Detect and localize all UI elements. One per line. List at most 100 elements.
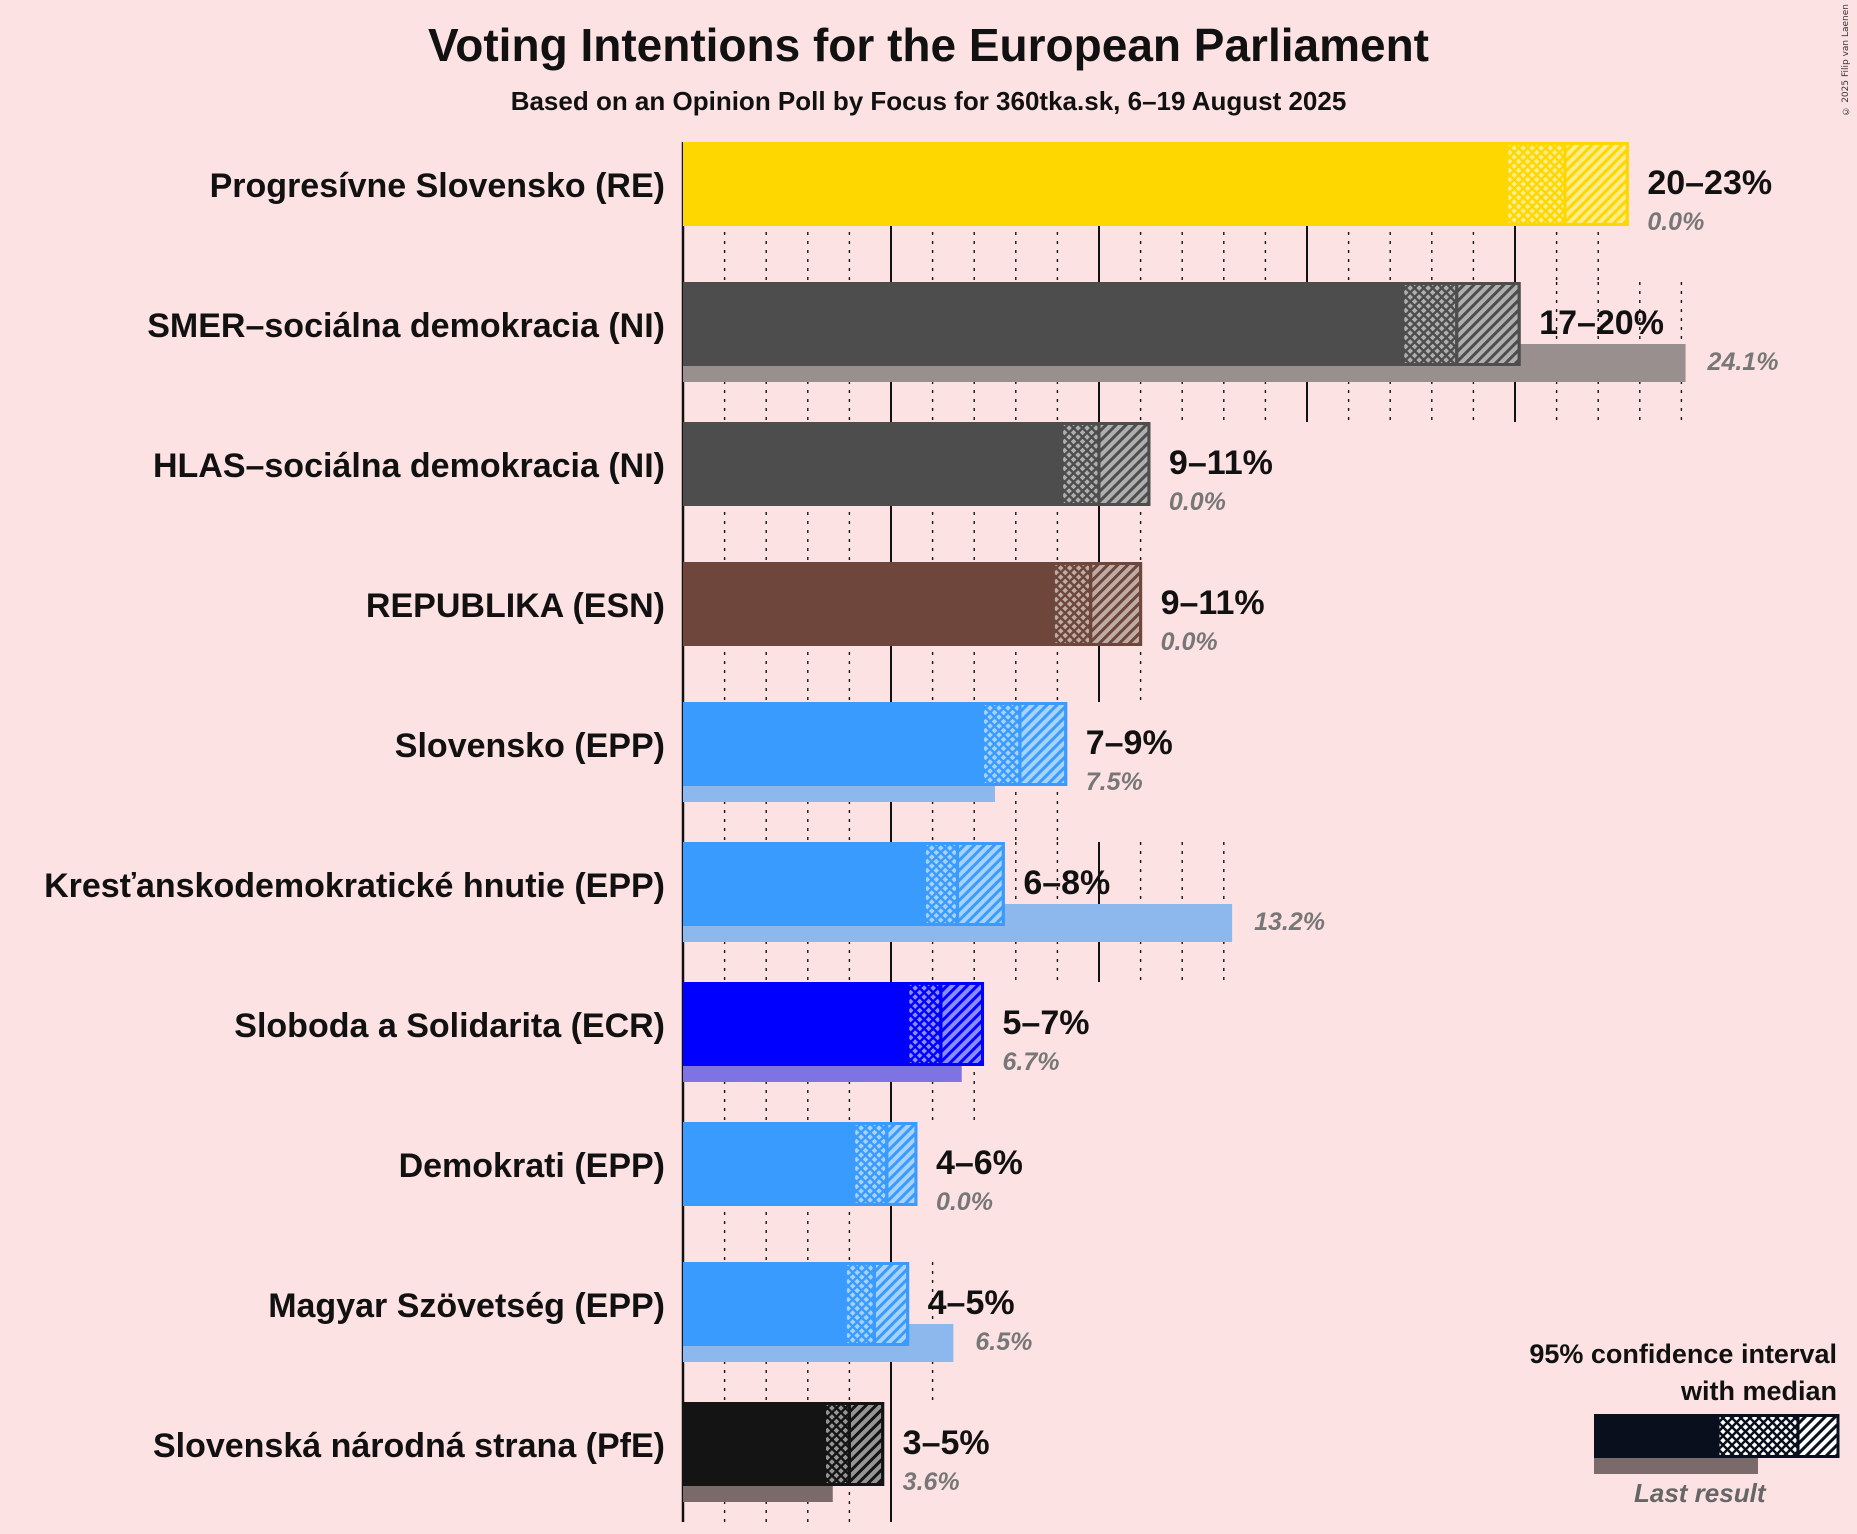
hatch-line bbox=[1754, 1414, 1798, 1458]
hatch-line bbox=[845, 1290, 875, 1323]
hatch-line bbox=[1402, 337, 1431, 366]
hatch-line bbox=[1798, 1414, 1810, 1427]
party-row bbox=[683, 422, 1151, 506]
hatch-line bbox=[874, 1276, 908, 1315]
hatch-line bbox=[858, 1122, 887, 1151]
legend-title-line2: with median bbox=[1680, 1376, 1837, 1406]
hatch-line bbox=[982, 702, 1002, 722]
legend-layer bbox=[1594, 1414, 1840, 1474]
party-row bbox=[683, 562, 1143, 646]
hatch-line bbox=[924, 843, 958, 880]
hatch-line bbox=[1506, 143, 1565, 205]
hatch-line bbox=[1547, 208, 1565, 226]
hatch-line bbox=[921, 982, 941, 1002]
hatch-line bbox=[1095, 599, 1141, 646]
party-row bbox=[683, 142, 1629, 226]
hatch-line bbox=[1090, 562, 1141, 615]
hatch-line bbox=[1402, 301, 1457, 359]
hatch-line bbox=[982, 766, 1002, 786]
ci-diagonal-hatch bbox=[1456, 282, 1520, 366]
hatch-line bbox=[824, 1403, 850, 1432]
hatch-line bbox=[853, 1150, 887, 1187]
hatch-line bbox=[907, 1001, 941, 1038]
hatch-line bbox=[845, 1267, 875, 1300]
hatch-line bbox=[987, 752, 1020, 786]
estimate-bar bbox=[683, 982, 908, 1066]
estimate-bar bbox=[683, 142, 1507, 226]
hatch-line bbox=[940, 982, 982, 1025]
hatch-line bbox=[858, 1177, 887, 1206]
hatch-line bbox=[1067, 621, 1091, 646]
hatch-line bbox=[1090, 589, 1141, 645]
last-result-label: 3.6% bbox=[903, 1468, 960, 1496]
hatch-line bbox=[1061, 423, 1100, 465]
hatch-line bbox=[1053, 617, 1082, 646]
hatch-line bbox=[1402, 319, 1449, 366]
hatch-line bbox=[1058, 612, 1091, 646]
hatch-line bbox=[1718, 1414, 1764, 1458]
hatch-line bbox=[874, 1296, 908, 1335]
ci-lower-half bbox=[1401, 282, 1459, 366]
hatch-line bbox=[924, 842, 953, 871]
hatch-line bbox=[824, 1457, 850, 1486]
labels-layer: Progresívne Slovensko (RE) 20–23% 0.0% SMER… bbox=[44, 164, 1778, 1496]
hatch-line bbox=[1569, 167, 1628, 226]
hatch-line bbox=[824, 1412, 850, 1441]
hatch-line bbox=[907, 983, 941, 1020]
hatch-line bbox=[955, 1038, 983, 1066]
estimate-bar bbox=[683, 702, 983, 786]
hatch-line bbox=[1538, 142, 1565, 169]
hatch-line bbox=[1402, 282, 1431, 311]
hatch-line bbox=[1402, 292, 1457, 350]
hatch-line bbox=[1066, 472, 1100, 506]
hatch-line bbox=[1053, 563, 1091, 605]
range-label: 7–9% bbox=[1086, 724, 1173, 762]
last-result-label: 0.0% bbox=[1647, 208, 1704, 236]
party-name-label: Sloboda a Solidarita (ECR) bbox=[234, 1007, 665, 1045]
hatch-line bbox=[924, 861, 958, 898]
hatch-line bbox=[886, 1122, 908, 1145]
hatch-line bbox=[1024, 744, 1066, 786]
hatch-line bbox=[1416, 325, 1457, 366]
hatch-line bbox=[1506, 142, 1526, 162]
hatch-line bbox=[829, 1465, 850, 1486]
hatch-line bbox=[1538, 199, 1565, 226]
hatch-line bbox=[1402, 282, 1440, 320]
hatch-line bbox=[849, 1406, 883, 1445]
hatch-line bbox=[1123, 479, 1149, 506]
hatch-line bbox=[1075, 481, 1100, 506]
hatch-line bbox=[924, 843, 958, 880]
hatch-line bbox=[1456, 282, 1488, 315]
hatch-line bbox=[1461, 307, 1520, 366]
hatch-line bbox=[886, 1150, 916, 1185]
range-label: 3–5% bbox=[903, 1424, 990, 1462]
hatch-line bbox=[1053, 626, 1073, 646]
hatch-line bbox=[853, 1177, 882, 1206]
hatch-line bbox=[1061, 463, 1100, 505]
hatch-line bbox=[982, 748, 1020, 786]
hatch-line bbox=[1090, 562, 1112, 585]
ci-outline bbox=[822, 1402, 885, 1486]
ci-crosshatch bbox=[1053, 562, 1091, 646]
hatch-line bbox=[1456, 282, 1508, 335]
hatch-line bbox=[886, 1122, 916, 1155]
range-label: 9–11% bbox=[1169, 444, 1273, 482]
hatch-line bbox=[845, 1262, 874, 1291]
hatch-line bbox=[849, 1416, 883, 1455]
hatch-line bbox=[853, 1122, 882, 1151]
hatch-line bbox=[924, 888, 958, 925]
chart-title: Voting Intentions for the European Parli… bbox=[428, 19, 1429, 71]
party-name-label: Kresťanskodemokratické hnutie (EPP) bbox=[44, 867, 665, 905]
hatch-line bbox=[824, 1411, 850, 1440]
hatch-line bbox=[1061, 441, 1100, 483]
legend-diagonal-hatch bbox=[1798, 1414, 1838, 1458]
hatch-line bbox=[1802, 1421, 1838, 1458]
hatch-line bbox=[1067, 562, 1091, 587]
estimate-bar bbox=[683, 282, 1403, 366]
hatch-line bbox=[1772, 1414, 1798, 1441]
estimate-bar bbox=[683, 1122, 854, 1206]
hatch-line bbox=[982, 904, 1004, 926]
ci-outline bbox=[1051, 562, 1143, 646]
party-row bbox=[683, 1122, 918, 1206]
range-label: 4–6% bbox=[936, 1144, 1023, 1182]
